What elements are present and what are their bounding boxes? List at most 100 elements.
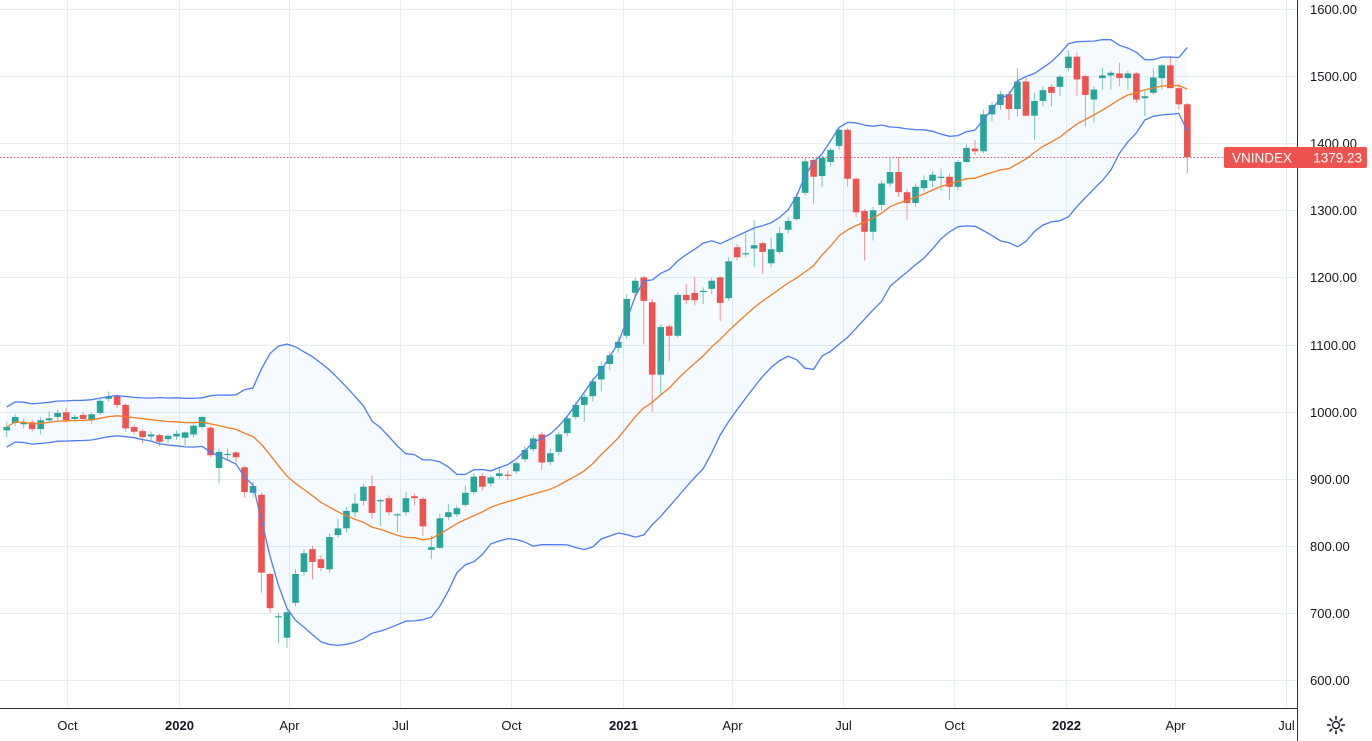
candle [37,416,44,435]
candle-body [1056,76,1064,87]
candle-body [682,294,690,301]
candle-body [784,221,792,230]
candle-body [648,302,656,375]
candle-body [1124,73,1132,79]
candle [232,451,240,462]
candle [699,287,707,305]
candle-body [980,114,987,152]
candle [266,572,274,613]
chart-settings-button[interactable] [1322,711,1350,739]
candle-body [241,467,248,493]
candle [1175,84,1183,110]
candle-body [309,549,316,562]
time-tick-label: 2021 [609,718,638,733]
candle [394,512,401,533]
candle [835,128,843,150]
candle [963,144,970,164]
candle-body [385,498,393,513]
candle-body [640,277,648,301]
candle [436,513,444,550]
candle [521,446,529,462]
candle [776,227,783,254]
candle-body [45,418,53,421]
candle [173,430,180,440]
candle-body [521,449,529,460]
symbol-label: VNINDEX [1232,151,1292,166]
candle-body [292,573,299,603]
candle [1048,84,1055,107]
candle-body [716,277,724,303]
candle-body [156,435,163,442]
candle [861,208,868,261]
candle [759,241,766,275]
candle-body [589,381,597,397]
candle [1065,50,1072,71]
candle-body [419,498,427,527]
candle-body [130,427,138,432]
candle [343,506,350,533]
candle [682,284,690,305]
candle-body [861,210,868,232]
candle [54,409,61,421]
candle [1056,74,1064,97]
candle-body [249,486,257,493]
candle-body [445,512,452,517]
candle [716,276,724,322]
candle-body [920,180,928,189]
candle [470,473,478,495]
candle-body [377,500,384,502]
candle-body [929,174,936,181]
candle-body [530,438,537,450]
candle-body [28,422,36,430]
candle [385,495,393,516]
candle-body [1116,73,1123,79]
candle-body [1107,72,1115,76]
candle [657,324,665,395]
candle [1124,70,1132,90]
gear-icon [1326,715,1346,735]
candle-body [181,432,189,438]
candle [903,188,911,221]
candle-body [1031,100,1038,116]
time-tick-label: Jul [1278,718,1295,733]
candle-body [963,147,970,162]
candle [453,505,461,517]
candle-body [725,261,732,299]
candle [283,609,291,648]
candle [513,461,520,475]
time-tick-label: Apr [1165,718,1186,733]
last-price-label: VNINDEX 1379.23 [1224,147,1367,168]
candle-body [742,253,749,255]
candle [1039,86,1047,107]
price-tick-label: 1200.00 [1310,270,1357,285]
candle [164,434,172,444]
candle-body [113,396,121,405]
candle-body [105,396,112,399]
time-axis[interactable] [0,708,1297,741]
candle-body [453,508,461,515]
candle-body [173,433,180,437]
candle-body [258,494,265,573]
candles [3,50,1191,648]
candle-body [818,157,826,177]
candle [368,475,376,519]
candle-body [954,161,962,187]
price-axis[interactable] [1297,0,1372,741]
candle-body [79,414,87,419]
candle [130,424,138,435]
candle-body [1090,89,1098,100]
candle-body [1039,90,1047,101]
candle-body [547,453,554,462]
candle [946,173,953,201]
candle [45,411,53,424]
candle-body [835,129,843,146]
candle [1141,90,1149,117]
candle-body [886,172,894,184]
bollinger-lower-line [6,112,1188,647]
candle [275,612,282,644]
candle-body [1065,56,1072,69]
candle-body [411,496,418,499]
candle [810,157,817,204]
candle-body [224,453,231,456]
